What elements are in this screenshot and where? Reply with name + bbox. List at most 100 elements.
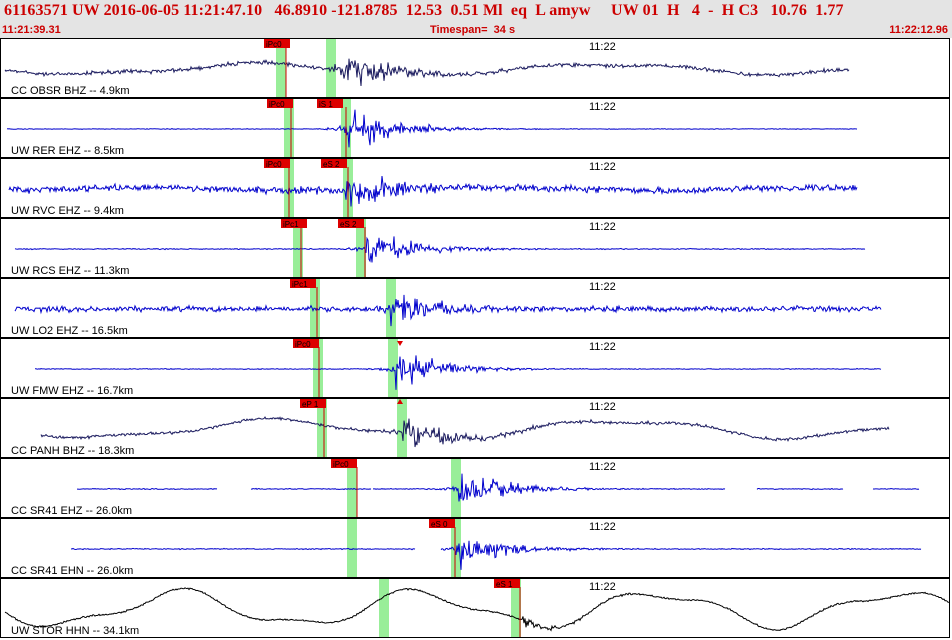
pick-label: iPc0 — [266, 40, 282, 49]
event-summary: 61163571 UW 2016-06-05 11:21:47.10 46.89… — [4, 2, 844, 19]
station-label: UW STOR HHN -- 34.1km — [11, 625, 140, 637]
waveform-plot: iPc0 — [77, 459, 920, 517]
pick-window — [511, 579, 521, 637]
time-tick-label: 11:22 — [589, 461, 616, 473]
pick-label-box — [267, 99, 293, 108]
waveform-trace — [40, 416, 890, 448]
waveform-trace — [440, 540, 922, 570]
waveform-plot: iPc0 iS 1 — [6, 99, 858, 157]
pick-label: eP 1 — [302, 400, 319, 409]
pick-window — [317, 399, 327, 457]
pick-label-box — [494, 579, 520, 588]
waveform-trace — [6, 109, 858, 148]
pick-label: eS 1 — [496, 580, 513, 589]
trace-panel[interactable]: iPc1 11:22 UW LO2 EHZ -- 16.5km — [0, 278, 950, 338]
waveform-plot: eS 0 — [70, 519, 922, 577]
trace-panel[interactable]: iPc1 eS 2 11:22 UW RCS EHZ -- 11.3km — [0, 218, 950, 278]
pick-label-box — [300, 399, 326, 408]
waveform-plot: iPc0 — [4, 39, 850, 97]
window-end-time: 11:22:12.96 — [889, 24, 948, 36]
trace-panel[interactable]: eP 1 11:22 CC PANH BHZ -- 18.3km — [0, 398, 950, 458]
pick-label: iS 1 — [319, 100, 333, 109]
waveform-panels: iPc0 11:22 CC OBSR BHZ -- 4.9km iPc0 iS 1 11:… — [0, 38, 952, 640]
pick-label-box — [429, 519, 455, 528]
time-tick-label: 11:22 — [589, 281, 616, 293]
trace-panel[interactable]: eS 1 11:22 UW STOR HHN -- 34.1km — [0, 578, 950, 638]
pick-label-box — [331, 459, 357, 468]
waveform-trace — [872, 487, 920, 490]
waveform-plot: iPc1 eS 2 — [14, 219, 866, 277]
pick-label-box — [264, 159, 290, 168]
pick-label: iPc1 — [283, 220, 299, 229]
waveform-trace — [14, 236, 866, 263]
waveform-trace — [4, 58, 850, 87]
station-label: UW RVC EHZ -- 9.4km — [11, 205, 124, 217]
timespan-label: Timespan= 34 s — [430, 24, 516, 36]
waveform-trace — [14, 294, 882, 327]
pick-label: iPc0 — [266, 160, 282, 169]
station-label: UW LO2 EHZ -- 16.5km — [11, 325, 128, 337]
pick-label: iPc1 — [292, 280, 308, 289]
waveform-plot: eS 1 — [4, 579, 949, 637]
station-label: CC SR41 EHN -- 26.0km — [11, 565, 134, 577]
pick-window — [397, 399, 407, 457]
waveform-plot: eP 1 — [40, 399, 890, 457]
time-tick-label: 11:22 — [589, 161, 616, 173]
pick-label: eS 2 — [340, 220, 357, 229]
waveform-trace — [8, 175, 858, 207]
trace-panel[interactable]: iPc0 11:22 CC SR41 EHZ -- 26.0km — [0, 458, 950, 518]
pick-window — [326, 39, 336, 97]
station-label: UW FMW EHZ -- 16.7km — [11, 385, 134, 397]
waveform-trace — [372, 473, 726, 502]
waveform-trace — [4, 587, 949, 632]
pick-label-box — [290, 279, 316, 288]
time-tick-label: 11:22 — [589, 41, 616, 53]
event-header: 61163571 UW 2016-06-05 11:21:47.10 46.89… — [0, 0, 952, 38]
pick-window — [347, 459, 357, 517]
waveform-plot: iPc1 — [14, 279, 882, 337]
time-tick-label: 11:22 — [589, 221, 616, 233]
pick-label: iPc0 — [295, 340, 311, 349]
station-label: UW RCS EHZ -- 11.3km — [11, 265, 130, 277]
trace-panel[interactable]: eS 0 11:22 CC SR41 EHN -- 26.0km — [0, 518, 950, 578]
pick-label-box — [264, 39, 290, 48]
waveform-trace — [34, 355, 882, 390]
pick-window — [293, 219, 303, 277]
time-tick-label: 11:22 — [589, 521, 616, 533]
trace-panel[interactable]: iPc0 iS 1 11:22 UW RER EHZ -- 8.5km — [0, 98, 950, 158]
pick-label: iPc0 — [269, 100, 285, 109]
station-label: CC PANH BHZ -- 18.3km — [11, 445, 135, 457]
waveform-plot: iPc0 — [34, 339, 882, 397]
waveform-trace — [756, 488, 844, 491]
station-label: CC OBSR BHZ -- 4.9km — [11, 85, 130, 97]
pick-window — [313, 339, 323, 397]
pick-label-box — [338, 219, 364, 228]
pick-label-box — [317, 99, 343, 108]
station-label: UW RER EHZ -- 8.5km — [11, 145, 125, 157]
pick-label-box — [281, 219, 307, 228]
window-start-time: 11:21:39.31 — [2, 24, 61, 36]
station-label: CC SR41 EHZ -- 26.0km — [11, 505, 133, 517]
trace-panel[interactable]: iPc0 11:22 CC OBSR BHZ -- 4.9km — [0, 38, 950, 98]
waveform-trace — [250, 487, 372, 491]
time-tick-label: 11:22 — [589, 341, 616, 353]
pick-label: iPc0 — [333, 460, 349, 469]
trace-panel[interactable]: iPc0 11:22 UW FMW EHZ -- 16.7km — [0, 338, 950, 398]
pick-label: eS 0 — [431, 520, 448, 529]
pick-window — [379, 579, 389, 637]
waveform-plot: iPc0 eS 2 — [8, 159, 858, 217]
pick-label-box — [293, 339, 319, 348]
pick-window — [386, 279, 396, 337]
pick-label-box — [321, 159, 347, 168]
pick-window — [451, 519, 461, 577]
time-tick-label: 11:22 — [589, 101, 616, 113]
pick-window — [284, 99, 294, 157]
pick-label: eS 2 — [323, 160, 340, 169]
time-tick-label: 11:22 — [589, 401, 616, 413]
pick-window — [347, 519, 357, 577]
trace-panel[interactable]: iPc0 eS 2 11:22 UW RVC EHZ -- 9.4km — [0, 158, 950, 218]
pick-window — [276, 39, 286, 97]
waveform-trace — [70, 547, 416, 551]
time-tick-label: 11:22 — [589, 581, 616, 593]
waveform-trace — [77, 487, 218, 491]
